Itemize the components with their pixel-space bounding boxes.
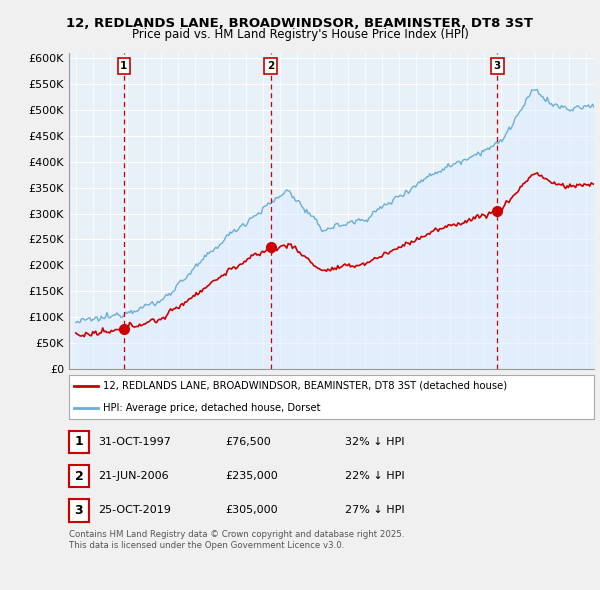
Text: 32% ↓ HPI: 32% ↓ HPI: [345, 437, 404, 447]
Text: 31-OCT-1997: 31-OCT-1997: [98, 437, 170, 447]
Text: £76,500: £76,500: [225, 437, 271, 447]
Text: £235,000: £235,000: [225, 471, 278, 481]
Text: 1: 1: [74, 435, 83, 448]
Text: 12, REDLANDS LANE, BROADWINDSOR, BEAMINSTER, DT8 3ST: 12, REDLANDS LANE, BROADWINDSOR, BEAMINS…: [67, 17, 533, 30]
Text: 3: 3: [494, 61, 501, 71]
Text: 22% ↓ HPI: 22% ↓ HPI: [345, 471, 404, 481]
Text: 1: 1: [120, 61, 128, 71]
Text: £305,000: £305,000: [225, 506, 278, 515]
Text: 2: 2: [74, 470, 83, 483]
Text: 2: 2: [267, 61, 274, 71]
Text: 27% ↓ HPI: 27% ↓ HPI: [345, 506, 404, 515]
Text: 12, REDLANDS LANE, BROADWINDSOR, BEAMINSTER, DT8 3ST (detached house): 12, REDLANDS LANE, BROADWINDSOR, BEAMINS…: [103, 381, 507, 391]
Text: 3: 3: [74, 504, 83, 517]
Text: HPI: Average price, detached house, Dorset: HPI: Average price, detached house, Dors…: [103, 403, 320, 413]
Text: 25-OCT-2019: 25-OCT-2019: [98, 506, 170, 515]
Text: Price paid vs. HM Land Registry's House Price Index (HPI): Price paid vs. HM Land Registry's House …: [131, 28, 469, 41]
Text: Contains HM Land Registry data © Crown copyright and database right 2025.
This d: Contains HM Land Registry data © Crown c…: [69, 530, 404, 550]
Text: 21-JUN-2006: 21-JUN-2006: [98, 471, 169, 481]
